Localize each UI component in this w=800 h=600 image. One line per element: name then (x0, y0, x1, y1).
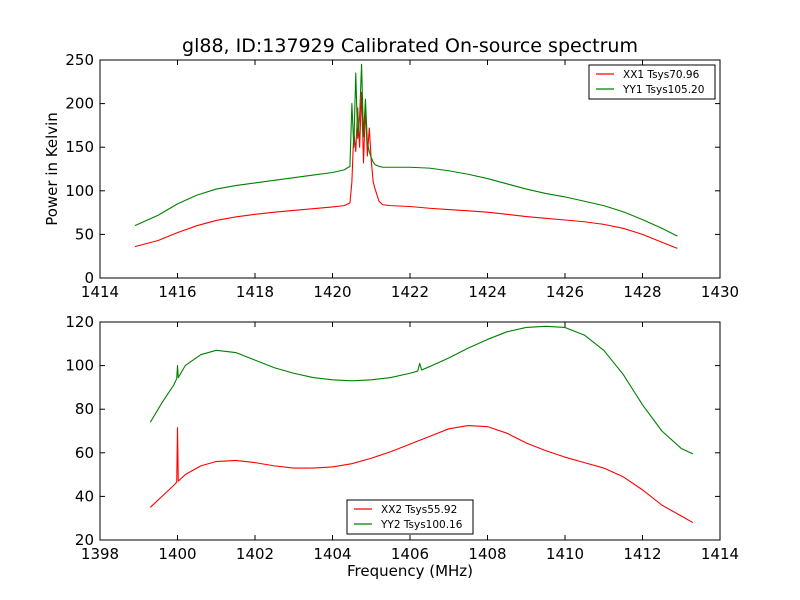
top-x-tick-label: 1416 (158, 283, 196, 301)
bottom-panel: 1398 1400 1402 1404 1406 1408 1410 1412 1414 20 40… (65, 313, 739, 580)
top-panel: gl88, ID:137929 Calibrated On-source spe… (43, 35, 739, 301)
top-x-tick-label: 1428 (623, 283, 661, 301)
bottom-legend-box (346, 499, 474, 535)
top-x-tick-label: 1422 (391, 283, 429, 301)
bottom-x-tick-label: 1400 (158, 545, 196, 563)
bottom-legend-label-yy2: YY2 Tsys100.16 (380, 519, 463, 531)
bottom-y-tick-label: 120 (65, 313, 94, 331)
bottom-y-tick-label: 40 (75, 487, 94, 505)
top-y-tick-label: 50 (75, 225, 94, 243)
bottom-x-tick-label: 1406 (391, 545, 429, 563)
top-x-tick-label: 1418 (236, 283, 274, 301)
top-y-axis-label: Power in Kelvin (43, 112, 61, 226)
top-y-tick-label: 100 (65, 182, 94, 200)
bottom-x-tick-label: 1414 (701, 545, 739, 563)
top-x-tick-label: 1430 (701, 283, 739, 301)
bottom-x-tick-label: 1408 (468, 545, 506, 563)
bottom-plot-frame (99, 321, 721, 541)
bottom-series (149, 325, 694, 524)
bottom-x-axis-label: Frequency (MHz) (347, 562, 473, 580)
top-series-line-xx (134, 91, 678, 249)
chart-title: gl88, ID:137929 Calibrated On-source spe… (182, 35, 638, 57)
bottom-series-line-yy (149, 325, 694, 455)
top-plot-frame (99, 59, 721, 279)
top-x-tick-label: 1420 (313, 283, 351, 301)
top-x-tick-label: 1424 (468, 283, 506, 301)
top-x-tick-label: 1426 (546, 283, 584, 301)
bottom-x-tick-label: 1402 (236, 545, 274, 563)
top-ticks: 1414 1416 1418 1420 1422 1424 1426 1428 1430 0 50 1… (65, 51, 739, 301)
top-legend-label-xx1: XX1 Tsys70.96 (623, 69, 700, 81)
bottom-x-tick-label: 1410 (546, 545, 584, 563)
top-y-tick-label: 0 (84, 269, 94, 287)
top-series-line-yy (134, 63, 678, 237)
bottom-y-tick-label: 80 (75, 400, 94, 418)
bottom-legend: XX2 Tsys55.92 YY2 Tsys100.16 (346, 499, 474, 535)
bottom-series-line-xx (149, 424, 694, 524)
top-legend-box (588, 64, 716, 100)
bottom-y-tick-label: 20 (75, 531, 94, 549)
top-y-tick-label: 200 (65, 95, 94, 113)
top-legend-label-yy1: YY1 Tsys105.20 (622, 84, 704, 96)
top-x-tick-label: 1414 (81, 283, 119, 301)
top-y-tick-label: 250 (65, 51, 94, 69)
bottom-x-tick-label: 1404 (313, 545, 351, 563)
bottom-ticks: 1398 1400 1402 1404 1406 1408 1410 1412 1414 20 40… (65, 313, 739, 563)
top-legend: XX1 Tsys70.96 YY1 Tsys105.20 (588, 64, 716, 100)
bottom-y-tick-label: 60 (75, 444, 94, 462)
bottom-y-tick-label: 100 (65, 357, 94, 375)
bottom-x-tick-label: 1398 (81, 545, 119, 563)
top-y-tick-label: 150 (65, 138, 94, 156)
bottom-x-tick-label: 1412 (623, 545, 661, 563)
top-series (134, 63, 678, 249)
bottom-legend-label-xx2: XX2 Tsys55.92 (381, 504, 457, 516)
